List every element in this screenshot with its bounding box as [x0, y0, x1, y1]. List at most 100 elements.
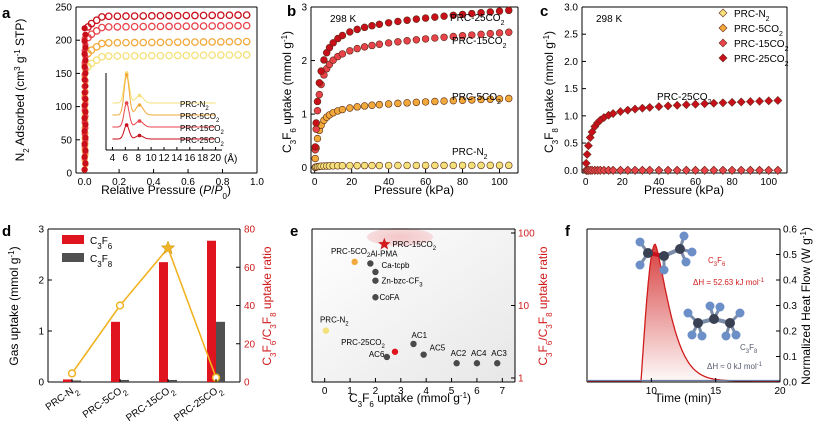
- isotherm-point: [122, 12, 130, 20]
- y-tick-label: 0: [38, 378, 44, 389]
- isotherm-point: [403, 99, 411, 107]
- isotherm-point: [691, 165, 700, 175]
- y-tick-label: 0: [66, 169, 72, 180]
- isotherm-point: [191, 11, 199, 20]
- isotherm-point: [156, 22, 165, 31]
- isotherm-point: [242, 51, 251, 59]
- point-label: AC6: [369, 350, 385, 359]
- point-label: PRC-25CO2: [341, 338, 385, 350]
- point-ac5: [420, 351, 427, 358]
- isotherm-point: [313, 106, 322, 115]
- point-prc-25co2: [391, 348, 399, 355]
- isotherm-point: [654, 165, 664, 175]
- isotherm-point: [92, 16, 101, 25]
- isotherm-point: [637, 103, 647, 113]
- panel-d-ratio-line: [67, 240, 221, 382]
- legend-marker: [718, 8, 728, 18]
- isotherm-point: [234, 11, 242, 19]
- isotherm-point: [608, 109, 618, 118]
- panel-e-points: PRC-15CO2 PRC-5CO2 Al-PMA Ca-tcpb Zn-bzc-CF3…: [320, 237, 507, 367]
- point-label: PRC-N2: [320, 316, 349, 328]
- point-prc-15co2: [378, 237, 391, 250]
- isotherm-point: [320, 56, 328, 64]
- x-tick-label: 5: [449, 386, 455, 397]
- isotherm-point: [421, 35, 430, 43]
- isotherm-point: [113, 38, 122, 47]
- isotherm-point: [130, 52, 139, 60]
- y2-tick-label: 20: [244, 339, 256, 350]
- bar-c3f6: [159, 262, 168, 382]
- isotherm-point: [581, 158, 591, 168]
- isotherm-steep-point: [81, 102, 88, 109]
- isotherm-point: [199, 11, 208, 20]
- inset-peak-point: [124, 123, 129, 127]
- y-tick-label: 3: [301, 3, 307, 14]
- isotherm-point: [495, 161, 504, 170]
- inset-curve: [112, 124, 216, 140]
- bar-c3f8: [168, 379, 177, 382]
- isotherm-point: [505, 94, 513, 103]
- isotherm-point: [700, 99, 710, 109]
- isotherm-point: [458, 32, 467, 40]
- isotherm-point: [431, 13, 439, 21]
- isotherm-point: [691, 99, 700, 109]
- isotherm-point: [104, 23, 113, 31]
- legend-prc-n2: PRC-N2: [734, 9, 770, 23]
- x-tick-label: 1.0: [250, 177, 264, 188]
- isotherm-point: [329, 39, 337, 47]
- isotherm-point: [468, 9, 476, 18]
- panel-e-y-ticks: 1 10 100: [511, 229, 535, 385]
- y-tick-label: 150: [55, 69, 72, 80]
- panel-a-y-ticks: 0 50 100 150 200 250: [55, 3, 80, 180]
- isotherm-point: [468, 31, 476, 39]
- isotherm-point: [165, 11, 173, 20]
- x-tick-label: 100: [491, 177, 508, 188]
- isotherm-point: [242, 37, 251, 46]
- isotherm-point: [477, 161, 485, 170]
- isotherm-point: [147, 22, 156, 31]
- isotherm-point: [755, 96, 764, 106]
- legend-marker: [718, 38, 728, 48]
- panel-c-y-ticks: 0.0 0.5 1.0 1.5 2.0 2.5 3.0: [564, 3, 586, 177]
- c3f8-molecule-icon: [683, 301, 745, 341]
- panel-e-letter: e: [290, 223, 298, 240]
- isotherm-point: [477, 95, 485, 104]
- panel-b-label-prc-25co2: PRC-25CO2: [450, 13, 505, 27]
- isotherm-steep-point: [82, 121, 89, 128]
- legend-prc-25co2: PRC-25CO2: [734, 54, 789, 68]
- x-tick-label: 20: [617, 177, 629, 188]
- point-label: PRC-5CO2: [331, 247, 371, 259]
- isotherm-point: [353, 103, 361, 111]
- isotherm-steep-point: [81, 166, 88, 173]
- y-tick-label: 2.0: [564, 57, 578, 68]
- isotherm-point: [360, 23, 369, 32]
- panel-d-y2-label: C3F6/C3F8 uptake ratio: [260, 246, 278, 366]
- isotherm-point: [216, 37, 225, 46]
- isotherm-point: [165, 51, 173, 60]
- legend-c3f8: C3F8: [90, 254, 113, 269]
- isotherm-point: [486, 161, 494, 170]
- y-tick-label: 0.4: [783, 276, 797, 287]
- isotherm-point: [104, 12, 113, 21]
- isotherm-point: [338, 50, 347, 58]
- isotherm-point: [242, 11, 251, 19]
- isotherm-point: [346, 104, 354, 112]
- panel-c-legend: PRC-N2 PRC-5CO2 PRC-15CO2 PRC-25CO2: [718, 8, 789, 68]
- isotherm-point: [403, 161, 411, 170]
- isotherm-point: [317, 67, 325, 75]
- panel-d-y-ticks: 0 1 2 3: [38, 225, 52, 389]
- isotherm-point: [147, 12, 156, 20]
- point-ac4: [473, 360, 481, 367]
- isotherm-steep-point: [81, 115, 88, 122]
- ratio-point: [67, 369, 77, 378]
- isotherm-point: [216, 51, 225, 59]
- isotherm-point: [311, 143, 319, 151]
- isotherm-point: [582, 150, 592, 159]
- panel-f-c3f6-label: C3F6: [708, 256, 726, 268]
- x-tick-label: 10: [646, 386, 658, 397]
- category-label: PRC-15CO2: [124, 383, 178, 427]
- isotherm-point: [375, 40, 384, 48]
- isotherm-steep-point: [82, 134, 89, 141]
- isotherm-point: [225, 11, 234, 20]
- isotherm-point: [736, 97, 746, 107]
